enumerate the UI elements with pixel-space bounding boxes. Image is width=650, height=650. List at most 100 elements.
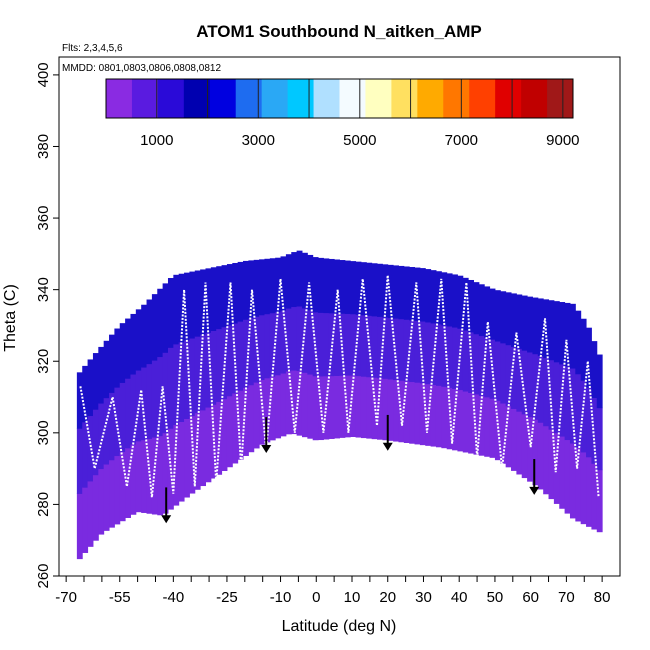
curtain-cell <box>226 395 233 468</box>
curtain-cell <box>114 455 121 525</box>
colorbar-tick-label: 1000 <box>140 132 173 149</box>
curtain-cell <box>323 375 330 440</box>
curtain-cell <box>307 374 314 439</box>
y-tick-label: 340 <box>35 277 52 302</box>
curtain-cell <box>109 459 115 528</box>
curtain-cell <box>586 456 592 527</box>
curtain-cell <box>484 286 491 338</box>
curtain-cell <box>119 323 126 383</box>
curtain-cell <box>527 351 533 418</box>
curtain-cell <box>569 368 576 444</box>
curtain-cell <box>205 407 212 483</box>
colorbar-swatch <box>209 79 237 118</box>
curtain-cell <box>151 360 158 438</box>
curtain-cell <box>92 474 99 541</box>
x-tick-label: 60 <box>522 589 539 606</box>
y-axis-label: Theta (C) <box>2 284 19 352</box>
curtain-cell <box>569 442 576 519</box>
x-tick-label: -55 <box>109 589 131 606</box>
y-tick-label: 300 <box>35 420 52 445</box>
colorbar-tick-label: 5000 <box>343 132 376 149</box>
curtain-cell <box>269 258 276 314</box>
y-tick-label: 260 <box>35 563 52 588</box>
curtain-cell <box>119 451 126 522</box>
curtain-cell <box>114 328 121 388</box>
curtain-cell <box>591 463 598 530</box>
curtain-cell <box>339 260 346 314</box>
curtain-cell <box>87 415 94 482</box>
curtain-cell <box>194 412 201 490</box>
curtain-cell <box>248 384 255 453</box>
curtain-cell <box>366 376 373 439</box>
curtain-cell <box>269 376 276 441</box>
curtain-cell <box>285 308 292 372</box>
curtain-cell <box>232 322 239 394</box>
colorbar-swatch <box>391 79 418 118</box>
curtain-cell <box>162 283 169 353</box>
y-tick-label: 380 <box>35 134 52 159</box>
curtain-cell <box>409 319 416 383</box>
curtain-cell <box>200 269 206 335</box>
curtain-cell <box>173 424 180 506</box>
curtain-cell <box>76 493 83 560</box>
curtain-cell <box>446 325 453 388</box>
colorbar-swatch <box>417 79 444 118</box>
flight-track-line <box>79 275 600 498</box>
plot-frame <box>58 56 621 577</box>
curtain-cell <box>403 319 410 382</box>
curtain-cell <box>548 359 555 430</box>
curtain-cell <box>280 256 287 311</box>
x-tick-label: -70 <box>55 589 77 606</box>
curtain-cell <box>446 273 453 327</box>
curtain-cell <box>259 314 265 380</box>
curtain-cell <box>511 293 517 348</box>
curtain-cell <box>119 382 126 453</box>
curtain-cell <box>226 324 233 397</box>
curtain-cell <box>109 392 115 461</box>
x-tick-label: 50 <box>487 589 504 606</box>
curtain-cell <box>103 464 110 531</box>
curtain-cell <box>419 321 426 384</box>
curtain-cell <box>489 288 496 340</box>
curtain-cell <box>511 408 517 471</box>
curtain-cell <box>494 290 501 342</box>
curtain-cell <box>500 342 507 404</box>
curtain-cell <box>377 263 383 317</box>
curtain-cell <box>500 291 507 344</box>
curtain-cell <box>125 318 131 379</box>
curtain-cell <box>301 252 308 309</box>
curtain-cell <box>575 310 582 375</box>
curtain-cell <box>344 375 351 438</box>
curtain-cell <box>125 447 131 518</box>
curtain-cell <box>76 428 83 494</box>
curtain-cell <box>360 314 367 377</box>
curtain-cell <box>419 382 426 446</box>
curtain-cell <box>559 436 566 509</box>
curtain-cell <box>387 317 394 380</box>
curtain-cell <box>586 387 592 458</box>
curtain-cell <box>264 313 271 379</box>
colorbar-swatch <box>261 79 289 118</box>
curtain-cell <box>216 266 223 330</box>
curtain-cell <box>596 354 603 409</box>
curtain-cell <box>318 312 324 377</box>
curtain-cell <box>200 409 206 487</box>
curtain-cell <box>596 407 603 471</box>
curtain-cell <box>135 440 142 513</box>
curtain-cell <box>403 266 410 320</box>
curtain-cell <box>350 375 357 437</box>
curtain-cell <box>275 257 282 313</box>
curtain-cell <box>243 319 249 388</box>
curtain-cell <box>125 378 131 449</box>
curtain-cell <box>457 389 464 452</box>
x-tick-label: 80 <box>594 589 611 606</box>
curtain-cell <box>264 377 271 443</box>
curtain-cell <box>430 270 437 324</box>
curtain-cell <box>387 264 394 319</box>
curtain-cell <box>280 373 287 437</box>
curtain-cell <box>462 330 469 392</box>
x-tick-label: 30 <box>415 589 432 606</box>
curtain-cell <box>473 393 480 455</box>
curtain-cell <box>575 447 582 522</box>
